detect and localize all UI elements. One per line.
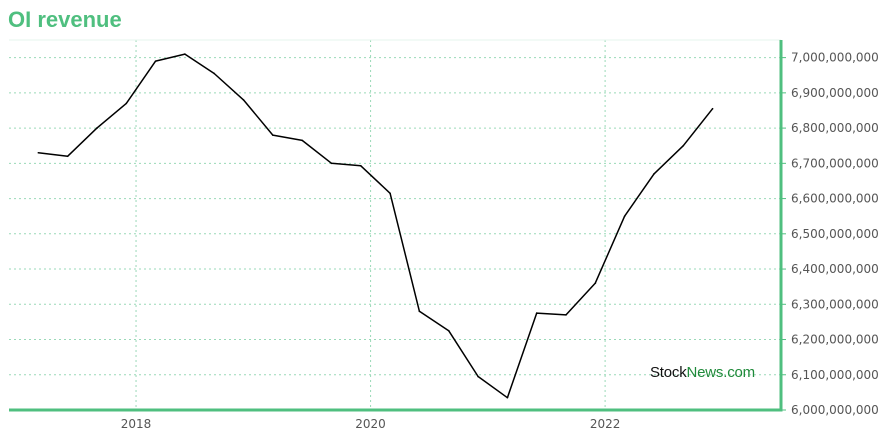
data-point-4 xyxy=(154,60,157,62)
stocknews-watermark: StockNews.com xyxy=(650,364,755,381)
data-point-22 xyxy=(682,144,685,147)
x-tick-label-2: 2022 xyxy=(590,417,621,431)
y-tick-label-2: 6,200,000,000 xyxy=(791,333,879,347)
data-point-7 xyxy=(242,99,245,101)
data-point-3 xyxy=(125,102,128,105)
data-point-10 xyxy=(330,162,333,165)
data-point-18 xyxy=(565,314,567,316)
watermark-part-stock: Stock xyxy=(650,364,687,381)
x-tick-label-0: 2018 xyxy=(121,417,152,431)
data-point-16 xyxy=(506,396,509,399)
data-point-1 xyxy=(66,155,69,158)
data-point-12 xyxy=(389,192,391,195)
y-tick-label-9: 6,900,000,000 xyxy=(791,86,879,100)
data-point-17 xyxy=(535,312,538,314)
x-tick-labels: 2018 2020 2022 xyxy=(121,417,621,431)
data-point-15 xyxy=(477,375,479,378)
data-point-11 xyxy=(359,165,362,167)
data-point-0 xyxy=(37,151,40,154)
data-point-23 xyxy=(711,107,714,110)
y-tick-label-10: 7,000,000,000 xyxy=(791,51,879,65)
data-point-19 xyxy=(594,282,597,284)
y-tick-label-4: 6,400,000,000 xyxy=(791,262,879,276)
data-points xyxy=(37,53,714,399)
y-gridlines xyxy=(9,39,786,411)
y-tick-label-7: 6,700,000,000 xyxy=(791,156,879,170)
data-point-8 xyxy=(272,134,274,136)
data-point-13 xyxy=(418,310,421,313)
x-gridlines xyxy=(135,40,606,410)
data-point-5 xyxy=(184,53,186,55)
y-tick-label-6: 6,600,000,000 xyxy=(791,192,879,206)
y-tick-label-5: 6,500,000,000 xyxy=(791,227,879,241)
y-tick-label-3: 6,300,000,000 xyxy=(791,297,879,311)
revenue-series-line xyxy=(38,53,714,399)
data-point-2 xyxy=(96,127,98,129)
y-tick-label-8: 6,800,000,000 xyxy=(791,121,879,135)
data-point-9 xyxy=(301,139,303,142)
watermark-part-news: News.com xyxy=(686,364,756,381)
data-point-21 xyxy=(653,173,655,175)
y-tick-label-1: 6,100,000,000 xyxy=(791,368,879,382)
data-point-14 xyxy=(447,329,450,332)
data-point-20 xyxy=(623,215,626,217)
x-tick-label-1: 2020 xyxy=(355,417,386,431)
data-point-6 xyxy=(213,72,216,75)
y-tick-labels: 6,000,000,000 6,100,000,000 6,200,000,000 6… xyxy=(791,51,879,417)
chart-title: OI revenue xyxy=(8,7,122,32)
y-tick-label-0: 6,000,000,000 xyxy=(791,403,879,417)
